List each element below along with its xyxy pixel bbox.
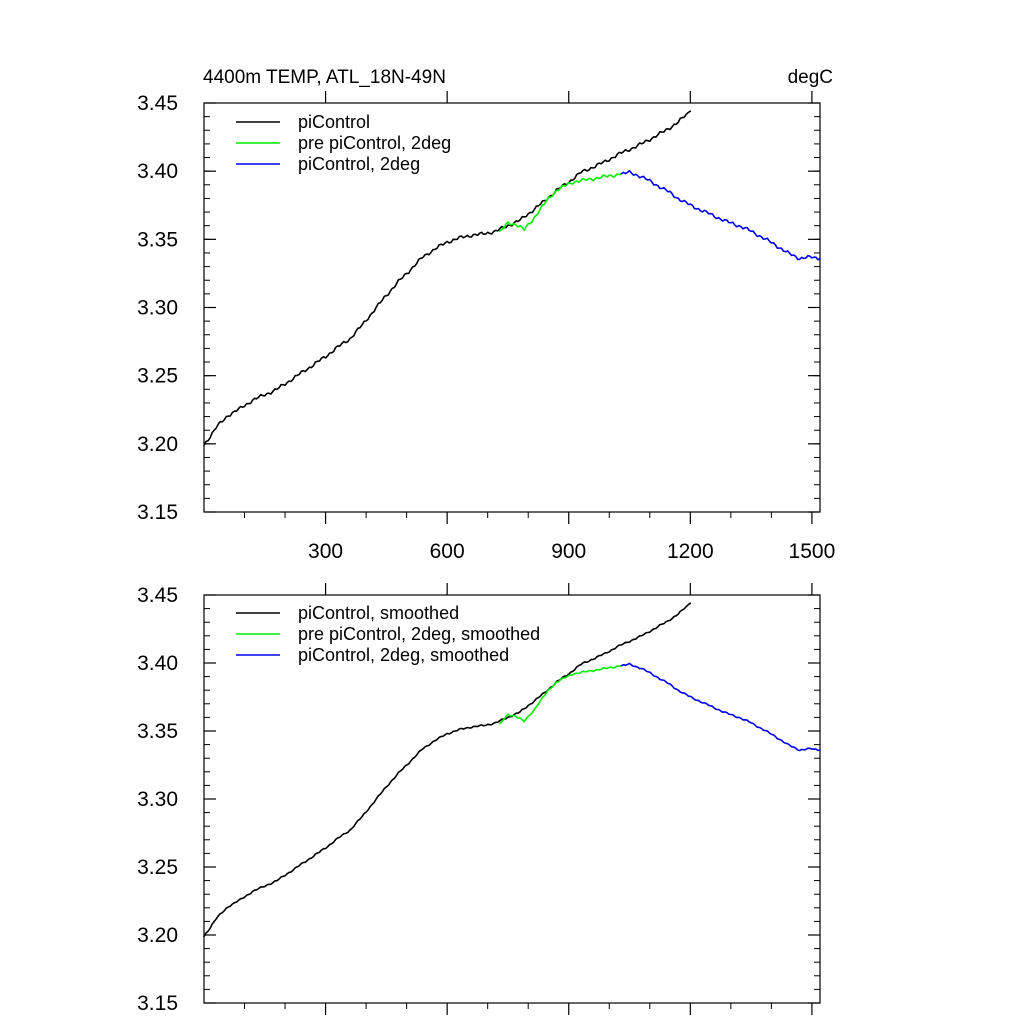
- y-tick-label: 3.20: [137, 924, 178, 947]
- legend-label: pre piControl, 2deg, smoothed: [298, 624, 540, 644]
- legend-label: piControl, 2deg, smoothed: [298, 645, 509, 665]
- y-tick-label: 3.25: [137, 365, 178, 388]
- y-tick-label: 3.20: [137, 433, 178, 456]
- bottom-panel: 3.15 3.20 3.25 3.30 3.35 3.40 3.45 piControl, s…: [137, 583, 821, 1015]
- y-tick-label: 3.35: [137, 228, 178, 251]
- series-line-pre-picontrol-2deg: [498, 173, 623, 232]
- y-tick-label: 3.35: [137, 720, 178, 743]
- x-tick-label: 900: [551, 540, 586, 563]
- legend-label: pre piControl, 2deg: [298, 133, 451, 153]
- legend-label: piControl: [298, 112, 370, 132]
- top-panel: 3.15 3.20 3.25 3.30 3.35 3.40 3.45 300 600 900 120…: [137, 91, 835, 563]
- series-line-picontrol: [203, 110, 692, 447]
- y-tick-label: 3.45: [137, 584, 178, 607]
- y-tick-label: 3.40: [137, 160, 178, 183]
- x-tick-label: 1500: [789, 540, 836, 563]
- plot-frame: [203, 594, 821, 1004]
- x-tick-label: 300: [308, 540, 343, 563]
- series-line-picontrol-2deg-smoothed: [620, 662, 821, 752]
- plot-frame: [203, 102, 821, 513]
- y-tick-label: 3.40: [137, 652, 178, 675]
- y-tick-label: 3.30: [137, 788, 178, 811]
- x-tick-label: 1200: [667, 540, 714, 563]
- y-tick-label: 3.15: [137, 992, 178, 1015]
- legend-label: piControl, 2deg: [298, 154, 420, 174]
- legend-label: piControl, smoothed: [298, 603, 459, 623]
- series-line-picontrol-2deg: [620, 169, 821, 261]
- y-tick-label: 3.15: [137, 501, 178, 524]
- chart-title: 4400m TEMP, ATL_18N-49N: [203, 67, 446, 88]
- series-line-picontrol-smoothed: [203, 602, 692, 938]
- y-tick-label: 3.30: [137, 297, 178, 320]
- x-tick-label: 600: [430, 540, 465, 563]
- series-line-pre-picontrol-2deg-smoothed: [498, 664, 623, 725]
- y-tick-label: 3.45: [137, 92, 178, 115]
- units-label: degC: [788, 67, 833, 88]
- y-tick-label: 3.25: [137, 856, 178, 879]
